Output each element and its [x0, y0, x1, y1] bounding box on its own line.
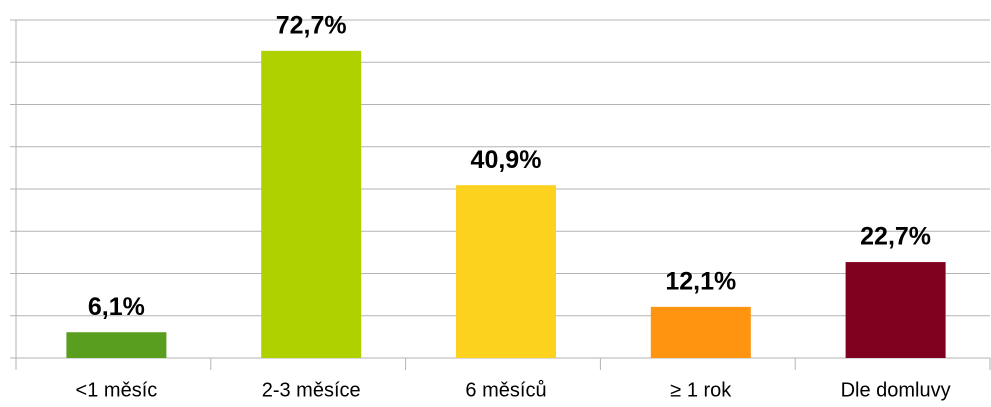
bar: [845, 262, 946, 358]
value-label: 22,7%: [860, 223, 931, 251]
x-tick-label: ≥ 1 rok: [670, 379, 732, 401]
value-label: 12,1%: [665, 267, 736, 295]
x-tick-label: <1 měsíc: [76, 379, 158, 401]
bar: [650, 306, 751, 358]
value-label: 40,9%: [471, 146, 542, 174]
bar: [456, 185, 556, 358]
x-tick-label: 2-3 měsíce: [262, 379, 361, 401]
bar: [66, 332, 167, 358]
value-label: 72,7%: [276, 11, 347, 39]
x-tick-label: Dle domluvy: [841, 379, 951, 401]
value-label: 6,1%: [88, 293, 145, 321]
bar: [261, 50, 362, 358]
x-tick-label: 6 měsíců: [465, 379, 546, 401]
